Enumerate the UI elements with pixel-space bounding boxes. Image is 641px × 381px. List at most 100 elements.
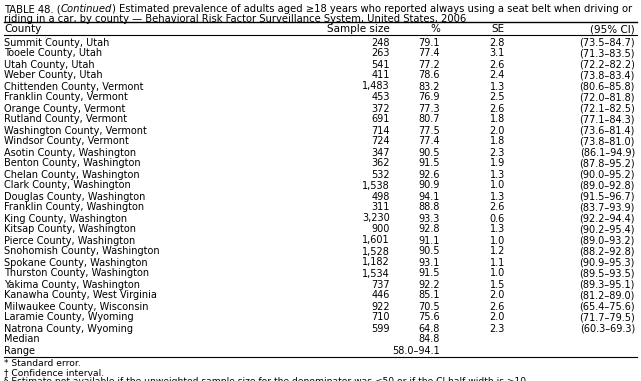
Text: 1.9: 1.9: [490, 158, 505, 168]
Text: King County, Washington: King County, Washington: [4, 213, 127, 224]
Text: 92.2: 92.2: [419, 280, 440, 290]
Text: 532: 532: [371, 170, 390, 179]
Text: SE: SE: [492, 24, 505, 34]
Text: Pierce County, Washington: Pierce County, Washington: [4, 235, 135, 245]
Text: Utah County, Utah: Utah County, Utah: [4, 59, 95, 69]
Text: 1,534: 1,534: [362, 269, 390, 279]
Text: (89.5–93.5): (89.5–93.5): [579, 269, 635, 279]
Text: 2.4: 2.4: [490, 70, 505, 80]
Text: 58.0–94.1: 58.0–94.1: [392, 346, 440, 355]
Text: 91.5: 91.5: [419, 158, 440, 168]
Text: 498: 498: [372, 192, 390, 202]
Text: Rutland County, Vermont: Rutland County, Vermont: [4, 115, 127, 125]
Text: 91.5: 91.5: [419, 269, 440, 279]
Text: 90.9: 90.9: [419, 181, 440, 190]
Text: riding in a car, by county — Behavioral Risk Factor Surveillance System, United : riding in a car, by county — Behavioral …: [4, 14, 466, 24]
Text: 77.2: 77.2: [418, 59, 440, 69]
Text: (71.3–83.5): (71.3–83.5): [579, 48, 635, 59]
Text: Douglas County, Washington: Douglas County, Washington: [4, 192, 146, 202]
Text: Clark County, Washington: Clark County, Washington: [4, 181, 131, 190]
Text: Kitsap County, Washington: Kitsap County, Washington: [4, 224, 136, 234]
Text: 78.6: 78.6: [419, 70, 440, 80]
Text: 77.5: 77.5: [418, 125, 440, 136]
Text: Asotin County, Washington: Asotin County, Washington: [4, 147, 136, 157]
Text: 263: 263: [372, 48, 390, 59]
Text: 1.3: 1.3: [490, 170, 505, 179]
Text: Franklin County, Washington: Franklin County, Washington: [4, 202, 144, 213]
Text: 76.9: 76.9: [419, 93, 440, 102]
Text: 2.0: 2.0: [490, 312, 505, 322]
Text: Median: Median: [4, 335, 40, 344]
Text: 1.1: 1.1: [490, 258, 505, 267]
Text: § Estimate not available if the unweighted sample size for the denominator was <: § Estimate not available if the unweight…: [4, 376, 529, 381]
Text: 77.4: 77.4: [419, 136, 440, 147]
Text: (72.0–81.8): (72.0–81.8): [579, 93, 635, 102]
Text: 2.0: 2.0: [490, 125, 505, 136]
Text: 372: 372: [371, 104, 390, 114]
Text: 411: 411: [372, 70, 390, 80]
Text: (71.7–79.5): (71.7–79.5): [579, 312, 635, 322]
Text: 922: 922: [371, 301, 390, 312]
Text: (73.8–81.0): (73.8–81.0): [579, 136, 635, 147]
Text: (73.8–83.4): (73.8–83.4): [579, 70, 635, 80]
Text: Franklin County, Vermont: Franklin County, Vermont: [4, 93, 128, 102]
Text: (60.3–69.3): (60.3–69.3): [579, 323, 635, 333]
Text: 1,601: 1,601: [362, 235, 390, 245]
Text: 453: 453: [372, 93, 390, 102]
Text: 1.3: 1.3: [490, 224, 505, 234]
Text: 80.7: 80.7: [419, 115, 440, 125]
Text: 1,538: 1,538: [362, 181, 390, 190]
Text: 599: 599: [372, 323, 390, 333]
Text: 83.2: 83.2: [419, 82, 440, 91]
Text: 79.1: 79.1: [419, 37, 440, 48]
Text: 3,230: 3,230: [362, 213, 390, 224]
Text: † Confidence interval.: † Confidence interval.: [4, 368, 104, 377]
Text: Chelan County, Washington: Chelan County, Washington: [4, 170, 140, 179]
Text: (73.6–81.4): (73.6–81.4): [579, 125, 635, 136]
Text: 1,528: 1,528: [362, 247, 390, 256]
Text: (91.5–96.7): (91.5–96.7): [579, 192, 635, 202]
Text: 2.6: 2.6: [490, 104, 505, 114]
Text: 710: 710: [372, 312, 390, 322]
Text: 93.3: 93.3: [419, 213, 440, 224]
Text: Milwaukee County, Wisconsin: Milwaukee County, Wisconsin: [4, 301, 149, 312]
Text: 1.2: 1.2: [490, 247, 505, 256]
Text: 1,182: 1,182: [362, 258, 390, 267]
Text: (95% CI): (95% CI): [590, 24, 635, 34]
Text: (87.8–95.2): (87.8–95.2): [579, 158, 635, 168]
Text: 77.4: 77.4: [419, 48, 440, 59]
Text: (80.6–85.8): (80.6–85.8): [579, 82, 635, 91]
Text: (86.1–94.9): (86.1–94.9): [579, 147, 635, 157]
Text: 1.0: 1.0: [490, 269, 505, 279]
Text: 311: 311: [372, 202, 390, 213]
Text: (72.1–82.5): (72.1–82.5): [579, 104, 635, 114]
Text: 724: 724: [371, 136, 390, 147]
Text: Weber County, Utah: Weber County, Utah: [4, 70, 103, 80]
Text: 1.8: 1.8: [490, 136, 505, 147]
Text: 88.8: 88.8: [419, 202, 440, 213]
Text: (90.9–95.3): (90.9–95.3): [579, 258, 635, 267]
Text: 84.8: 84.8: [419, 335, 440, 344]
Text: Snohomish County, Washington: Snohomish County, Washington: [4, 247, 160, 256]
Text: 1.0: 1.0: [490, 181, 505, 190]
Text: 92.8: 92.8: [419, 224, 440, 234]
Text: * Standard error.: * Standard error.: [4, 360, 81, 368]
Text: 2.6: 2.6: [490, 301, 505, 312]
Text: Natrona County, Wyoming: Natrona County, Wyoming: [4, 323, 133, 333]
Text: Yakima County, Washington: Yakima County, Washington: [4, 280, 140, 290]
Text: Tooele County, Utah: Tooele County, Utah: [4, 48, 102, 59]
Text: %: %: [430, 24, 440, 34]
Text: 94.1: 94.1: [419, 192, 440, 202]
Text: 64.8: 64.8: [419, 323, 440, 333]
Text: 90.5: 90.5: [419, 147, 440, 157]
Text: (65.4–75.6): (65.4–75.6): [579, 301, 635, 312]
Text: 2.3: 2.3: [490, 147, 505, 157]
Text: (89.0–92.8): (89.0–92.8): [579, 181, 635, 190]
Text: 92.6: 92.6: [419, 170, 440, 179]
Text: (92.2–94.4): (92.2–94.4): [579, 213, 635, 224]
Text: 248: 248: [372, 37, 390, 48]
Text: Washington County, Vermont: Washington County, Vermont: [4, 125, 147, 136]
Text: (77.1–84.3): (77.1–84.3): [579, 115, 635, 125]
Text: (90.0–95.2): (90.0–95.2): [579, 170, 635, 179]
Text: 2.5: 2.5: [490, 93, 505, 102]
